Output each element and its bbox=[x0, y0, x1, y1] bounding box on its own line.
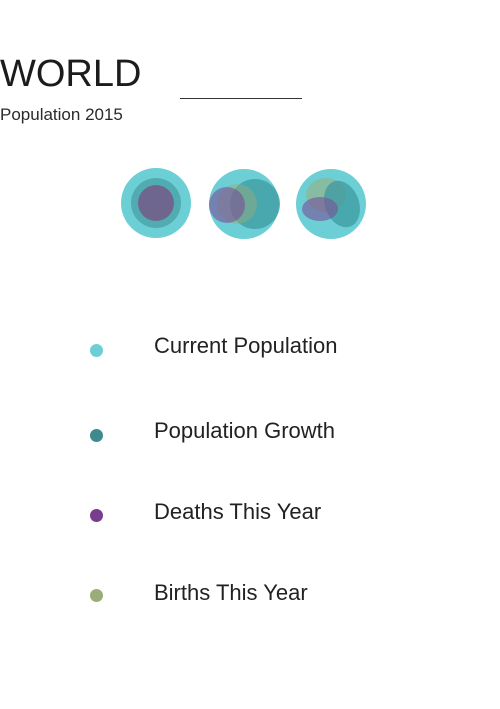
circle-group-1 bbox=[121, 168, 191, 238]
legend-label-births: Births This Year bbox=[154, 580, 308, 606]
legend-label-population-growth: Population Growth bbox=[154, 418, 335, 444]
population-circles-graphic bbox=[0, 0, 500, 260]
deaths-circle-1 bbox=[138, 185, 174, 221]
legend-dot-births bbox=[90, 589, 103, 602]
deaths-circle-2 bbox=[209, 187, 245, 223]
circle-group-2 bbox=[209, 169, 280, 239]
deaths-ellipse-3 bbox=[302, 197, 338, 221]
legend-dot-population-growth bbox=[90, 429, 103, 442]
legend-label-deaths: Deaths This Year bbox=[154, 499, 321, 525]
legend-dot-deaths bbox=[90, 509, 103, 522]
circle-group-3 bbox=[296, 169, 366, 239]
legend-dot-current-population bbox=[90, 344, 103, 357]
legend-label-current-population: Current Population bbox=[154, 333, 337, 359]
